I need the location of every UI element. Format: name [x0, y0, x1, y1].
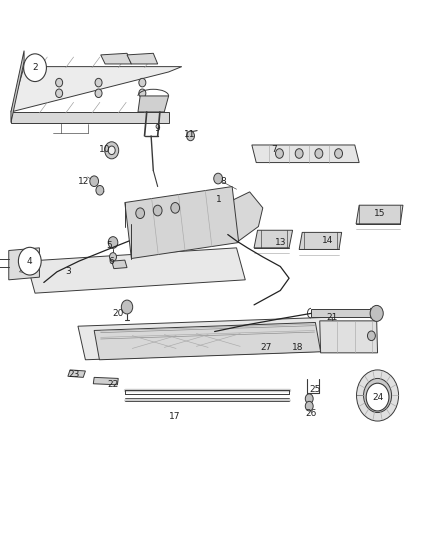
Polygon shape — [299, 232, 342, 249]
Text: 20: 20 — [113, 309, 124, 318]
Circle shape — [366, 383, 389, 411]
Polygon shape — [93, 377, 118, 385]
Circle shape — [214, 173, 223, 184]
Text: 7: 7 — [271, 145, 277, 154]
Circle shape — [305, 401, 313, 411]
Circle shape — [108, 146, 115, 155]
Circle shape — [370, 305, 383, 321]
Polygon shape — [11, 67, 182, 112]
Circle shape — [136, 208, 145, 219]
Text: 14: 14 — [322, 237, 333, 245]
Circle shape — [187, 131, 194, 141]
Circle shape — [276, 149, 283, 158]
Circle shape — [364, 378, 392, 413]
Text: 27: 27 — [261, 343, 272, 352]
Text: 26: 26 — [305, 409, 317, 418]
Text: 10: 10 — [99, 145, 111, 154]
Polygon shape — [127, 53, 158, 64]
Text: 21: 21 — [326, 313, 338, 322]
Circle shape — [110, 253, 117, 261]
Polygon shape — [11, 112, 169, 123]
Circle shape — [305, 394, 313, 403]
Circle shape — [315, 149, 323, 158]
Text: 22: 22 — [107, 381, 119, 389]
Polygon shape — [78, 317, 339, 360]
Polygon shape — [26, 248, 245, 293]
Polygon shape — [254, 230, 293, 248]
Circle shape — [95, 89, 102, 98]
Text: 2: 2 — [32, 63, 38, 72]
Text: 18: 18 — [292, 343, 304, 352]
Circle shape — [357, 370, 399, 421]
Text: 4: 4 — [27, 257, 32, 265]
Circle shape — [121, 300, 133, 314]
Text: 1: 1 — [216, 196, 222, 204]
Circle shape — [90, 176, 99, 187]
Polygon shape — [112, 260, 127, 269]
Text: 11: 11 — [184, 130, 195, 139]
Text: 5: 5 — [106, 241, 113, 249]
Circle shape — [295, 149, 303, 158]
Text: 3: 3 — [65, 268, 71, 276]
Text: 24: 24 — [372, 393, 383, 401]
Circle shape — [153, 205, 162, 216]
Circle shape — [18, 247, 41, 275]
Text: 8: 8 — [220, 177, 226, 185]
Polygon shape — [11, 51, 24, 123]
Polygon shape — [138, 96, 169, 112]
Circle shape — [105, 142, 119, 159]
Text: 6: 6 — [109, 257, 115, 265]
Text: 9: 9 — [154, 125, 160, 133]
Circle shape — [56, 89, 63, 98]
Circle shape — [139, 78, 146, 87]
Text: 15: 15 — [374, 209, 386, 217]
Circle shape — [335, 149, 343, 158]
Polygon shape — [356, 205, 403, 224]
Circle shape — [171, 203, 180, 213]
Polygon shape — [252, 145, 359, 163]
Polygon shape — [223, 192, 263, 243]
Polygon shape — [320, 321, 378, 353]
Circle shape — [95, 78, 102, 87]
Polygon shape — [101, 53, 131, 64]
Circle shape — [108, 237, 118, 248]
Circle shape — [24, 54, 46, 82]
Circle shape — [56, 78, 63, 87]
Circle shape — [139, 89, 146, 98]
Polygon shape — [68, 370, 85, 377]
Text: 17: 17 — [170, 413, 181, 421]
Text: 25: 25 — [310, 385, 321, 393]
Circle shape — [96, 185, 104, 195]
Circle shape — [373, 390, 382, 401]
Circle shape — [367, 331, 375, 341]
Polygon shape — [9, 248, 39, 280]
Text: 13: 13 — [275, 238, 286, 247]
Text: 12: 12 — [78, 177, 90, 185]
Polygon shape — [125, 187, 239, 259]
Polygon shape — [311, 309, 370, 317]
Polygon shape — [94, 322, 321, 360]
Text: 23: 23 — [68, 370, 79, 378]
